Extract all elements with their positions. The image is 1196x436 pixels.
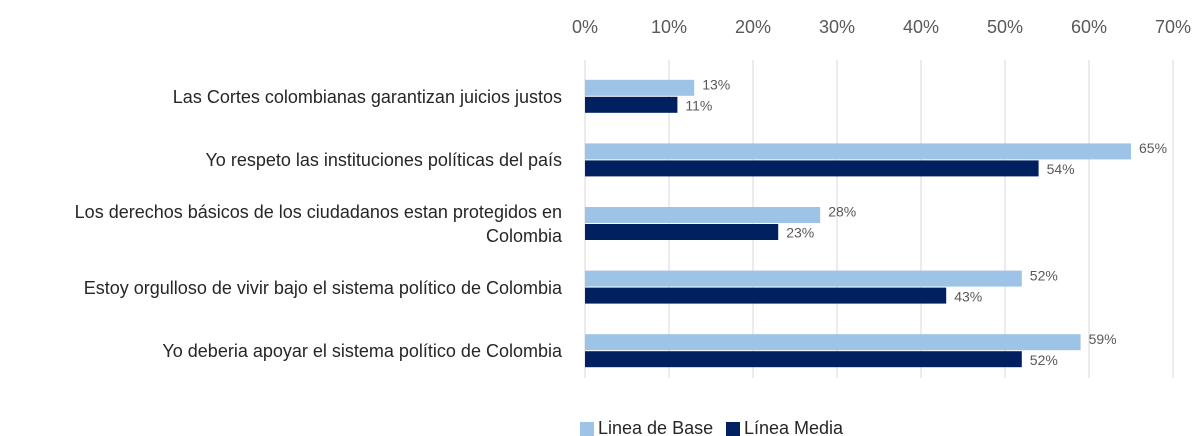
x-tick-label: 70% bbox=[1155, 17, 1191, 37]
data-label: 28% bbox=[828, 204, 856, 220]
data-label: 11% bbox=[685, 98, 712, 114]
x-tick-label: 20% bbox=[735, 17, 771, 37]
bar bbox=[585, 96, 678, 113]
category-label: Los derechos básicos de los ciudadanos e… bbox=[74, 202, 562, 246]
bar bbox=[585, 160, 1039, 177]
bar bbox=[585, 79, 695, 96]
x-tick-label: 0% bbox=[572, 17, 598, 37]
bar bbox=[585, 334, 1081, 351]
legend-label: Linea de Base bbox=[598, 418, 714, 436]
category-label: Las Cortes colombianas garantizan juicio… bbox=[172, 86, 562, 107]
bar bbox=[585, 207, 821, 223]
data-label: 52% bbox=[1030, 267, 1058, 283]
bar bbox=[585, 287, 947, 304]
legend-label: Línea Media bbox=[744, 418, 844, 436]
x-tick-label: 40% bbox=[903, 17, 939, 37]
x-tick-label: 30% bbox=[819, 17, 855, 37]
x-tick-label: 50% bbox=[987, 17, 1023, 37]
category-label: Yo deberia apoyar el sistema político de… bbox=[162, 341, 562, 362]
data-label: 54% bbox=[1047, 161, 1075, 177]
legend-item: Línea Media bbox=[726, 418, 843, 436]
legend-item: Linea de Base bbox=[580, 418, 713, 436]
data-label: 59% bbox=[1089, 331, 1117, 347]
bar bbox=[585, 270, 1022, 287]
category-label: Estoy orgulloso de vivir bajo el sistema… bbox=[83, 277, 562, 298]
data-label: 52% bbox=[1030, 352, 1058, 368]
x-tick-label: 10% bbox=[651, 17, 687, 37]
bar bbox=[585, 143, 1131, 160]
legend-swatch bbox=[726, 421, 740, 436]
x-tick-label: 60% bbox=[1071, 17, 1107, 37]
data-label: 43% bbox=[954, 288, 982, 304]
legend-swatch bbox=[580, 421, 594, 436]
data-label: 13% bbox=[702, 77, 730, 93]
category-label: Yo respeto las instituciones políticas d… bbox=[205, 150, 562, 171]
data-label: 65% bbox=[1139, 140, 1167, 156]
bar bbox=[585, 224, 779, 240]
bar bbox=[585, 351, 1022, 368]
data-label: 23% bbox=[786, 225, 814, 241]
